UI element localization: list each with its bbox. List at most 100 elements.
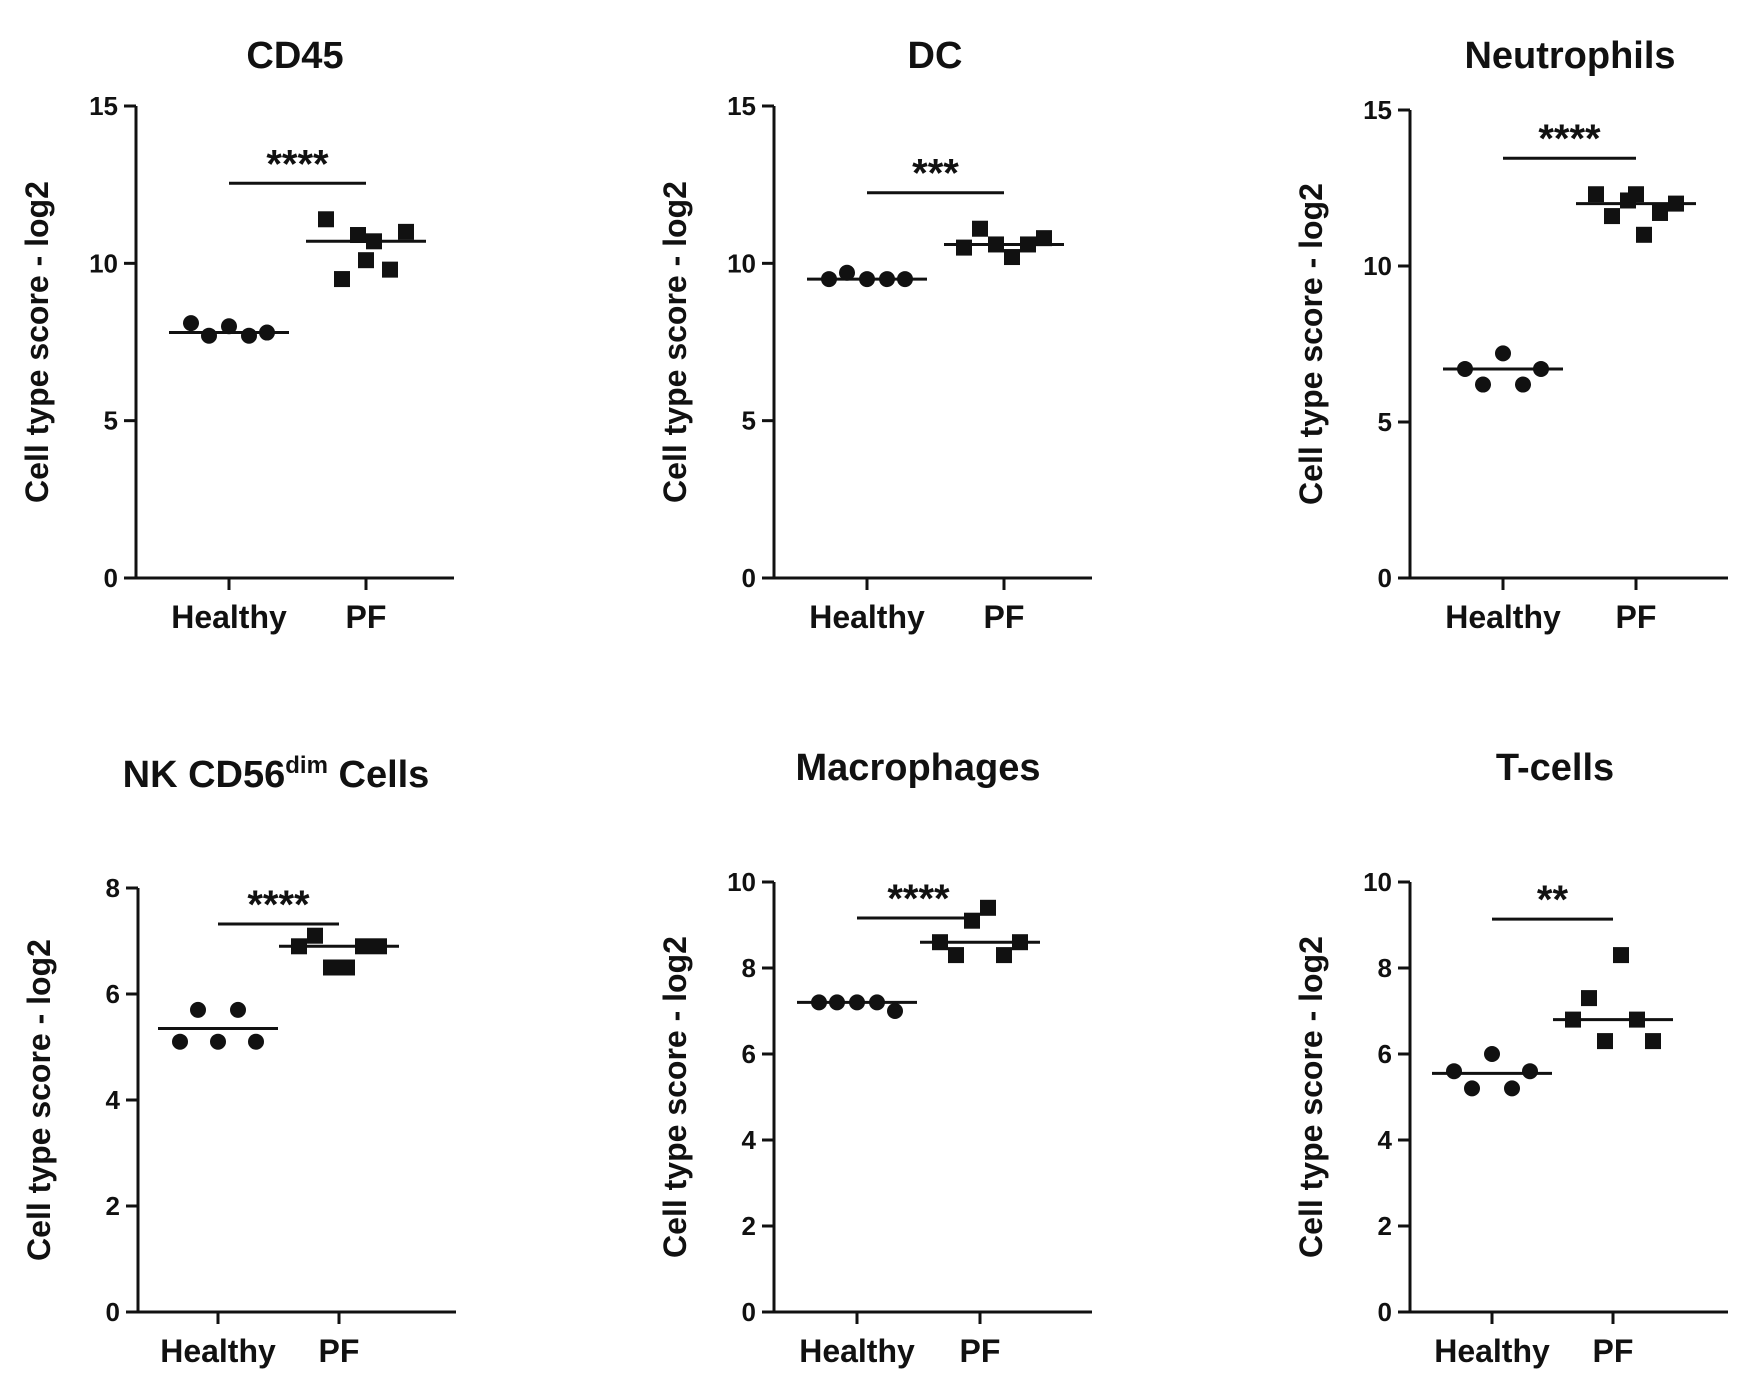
x-tick-label: PF — [984, 599, 1025, 635]
chart-title: Neutrophils — [1464, 35, 1675, 77]
y-tick-label: 8 — [1378, 953, 1392, 983]
y-tick-label: 8 — [106, 873, 120, 903]
data-point-healthy — [241, 327, 257, 344]
data-point-pf — [366, 233, 382, 250]
data-point-healthy — [248, 1033, 264, 1050]
data-point-pf — [948, 947, 964, 964]
chart-panel-5: Macrophages Cell type score - log2 0 2 4 6 8 10… — [657, 747, 1092, 1369]
data-point-pf — [1636, 226, 1652, 243]
data-point-healthy — [897, 271, 913, 288]
y-tick-label: 6 — [1378, 1039, 1392, 1069]
data-point-healthy — [821, 271, 837, 288]
data-point-pf — [956, 239, 972, 256]
data-point-healthy — [1484, 1046, 1500, 1062]
data-point-healthy — [172, 1033, 188, 1050]
y-tick-label: 0 — [742, 1297, 756, 1327]
significance-stars: *** — [912, 152, 959, 196]
y-tick-label: 10 — [1363, 251, 1392, 281]
y-tick-label: 0 — [742, 563, 756, 593]
chart-title: Macrophages — [796, 747, 1041, 789]
y-tick-label: 0 — [1378, 1297, 1392, 1327]
data-point-pf — [1652, 204, 1668, 221]
x-tick-label: Healthy — [799, 1333, 915, 1369]
data-point-pf — [1004, 249, 1020, 266]
y-axis-label: Cell type score - log2 — [657, 181, 693, 503]
data-point-pf — [1613, 947, 1629, 964]
significance-stars: **** — [1538, 117, 1601, 161]
data-point-pf — [1628, 186, 1644, 203]
chart-title: T-cells — [1496, 747, 1614, 789]
data-point-healthy — [1504, 1080, 1520, 1097]
data-point-pf — [1645, 1033, 1661, 1050]
y-tick-label: 2 — [742, 1211, 756, 1241]
y-axis-label: Cell type score - log2 — [21, 939, 57, 1261]
data-point-pf — [980, 899, 996, 916]
chart-title: CD45 — [246, 35, 343, 77]
data-point-healthy — [811, 994, 827, 1011]
data-point-pf — [1012, 934, 1028, 951]
chart-panel-1: CD45 Cell type score - log2 0 5 10 15 Healthy P… — [19, 35, 454, 635]
data-point-healthy — [1457, 360, 1473, 377]
chart-panel-6: T-cells Cell type score - log2 0 2 4 6 8 10 Heal… — [1293, 747, 1728, 1369]
y-tick-label: 4 — [106, 1085, 121, 1115]
data-point-healthy — [1515, 376, 1531, 393]
significance-stars: **** — [266, 142, 329, 186]
y-tick-label: 0 — [1378, 563, 1392, 593]
chart-title: DC — [908, 35, 963, 77]
y-tick-label: 2 — [106, 1191, 120, 1221]
y-tick-label: 10 — [1363, 867, 1392, 897]
y-tick-label: 6 — [106, 979, 120, 1009]
y-tick-label: 10 — [727, 248, 756, 278]
data-point-pf — [382, 261, 398, 278]
chart-panel-4: NK CD56dim Cells Cell type score - log2 0 2… — [21, 752, 456, 1369]
data-point-pf — [1668, 195, 1684, 212]
chart-panel-2: DC Cell type score - log2 0 5 10 15 Healthy PF *… — [657, 35, 1092, 635]
data-point-pf — [307, 927, 323, 944]
y-tick-label: 10 — [89, 248, 118, 278]
data-point-healthy — [1475, 376, 1491, 393]
significance-stars: **** — [247, 883, 310, 927]
x-tick-label: PF — [1616, 599, 1657, 635]
data-point-healthy — [1495, 345, 1511, 362]
y-tick-label: 5 — [104, 406, 118, 436]
data-point-healthy — [210, 1033, 226, 1050]
data-point-pf — [339, 959, 355, 976]
y-axis-label: Cell type score - log2 — [657, 936, 693, 1258]
data-point-pf — [1036, 230, 1052, 247]
y-tick-label: 4 — [742, 1125, 757, 1155]
data-point-pf — [1588, 186, 1604, 203]
data-point-healthy — [230, 1001, 246, 1018]
x-tick-label: PF — [1593, 1333, 1634, 1369]
x-tick-label: Healthy — [1445, 599, 1561, 635]
data-point-healthy — [201, 327, 217, 344]
data-point-pf — [355, 938, 371, 955]
y-tick-label: 2 — [1378, 1211, 1392, 1241]
data-point-pf — [972, 220, 988, 237]
data-point-pf — [1629, 1011, 1645, 1028]
y-tick-label: 6 — [742, 1039, 756, 1069]
data-point-pf — [964, 912, 980, 929]
x-tick-label: PF — [346, 599, 387, 635]
data-point-healthy — [887, 1003, 903, 1019]
data-point-healthy — [183, 315, 199, 332]
data-point-healthy — [190, 1001, 206, 1018]
data-point-pf — [291, 938, 307, 955]
data-point-healthy — [849, 994, 865, 1011]
y-axis-label: Cell type score - log2 — [19, 181, 55, 503]
data-point-pf — [932, 934, 948, 951]
x-tick-label: Healthy — [1434, 1333, 1550, 1369]
data-point-pf — [323, 959, 339, 976]
y-tick-label: 5 — [1378, 407, 1392, 437]
data-point-pf — [318, 211, 334, 228]
data-point-healthy — [221, 318, 237, 335]
y-tick-label: 0 — [106, 1297, 120, 1327]
data-point-healthy — [859, 271, 875, 288]
data-point-healthy — [839, 264, 855, 281]
y-tick-label: 15 — [727, 91, 756, 121]
significance-stars: **** — [887, 877, 950, 921]
y-tick-label: 15 — [89, 91, 118, 121]
data-point-pf — [1565, 1011, 1581, 1028]
data-point-pf — [398, 223, 414, 240]
x-tick-label: PF — [960, 1333, 1001, 1369]
y-tick-label: 15 — [1363, 95, 1392, 125]
